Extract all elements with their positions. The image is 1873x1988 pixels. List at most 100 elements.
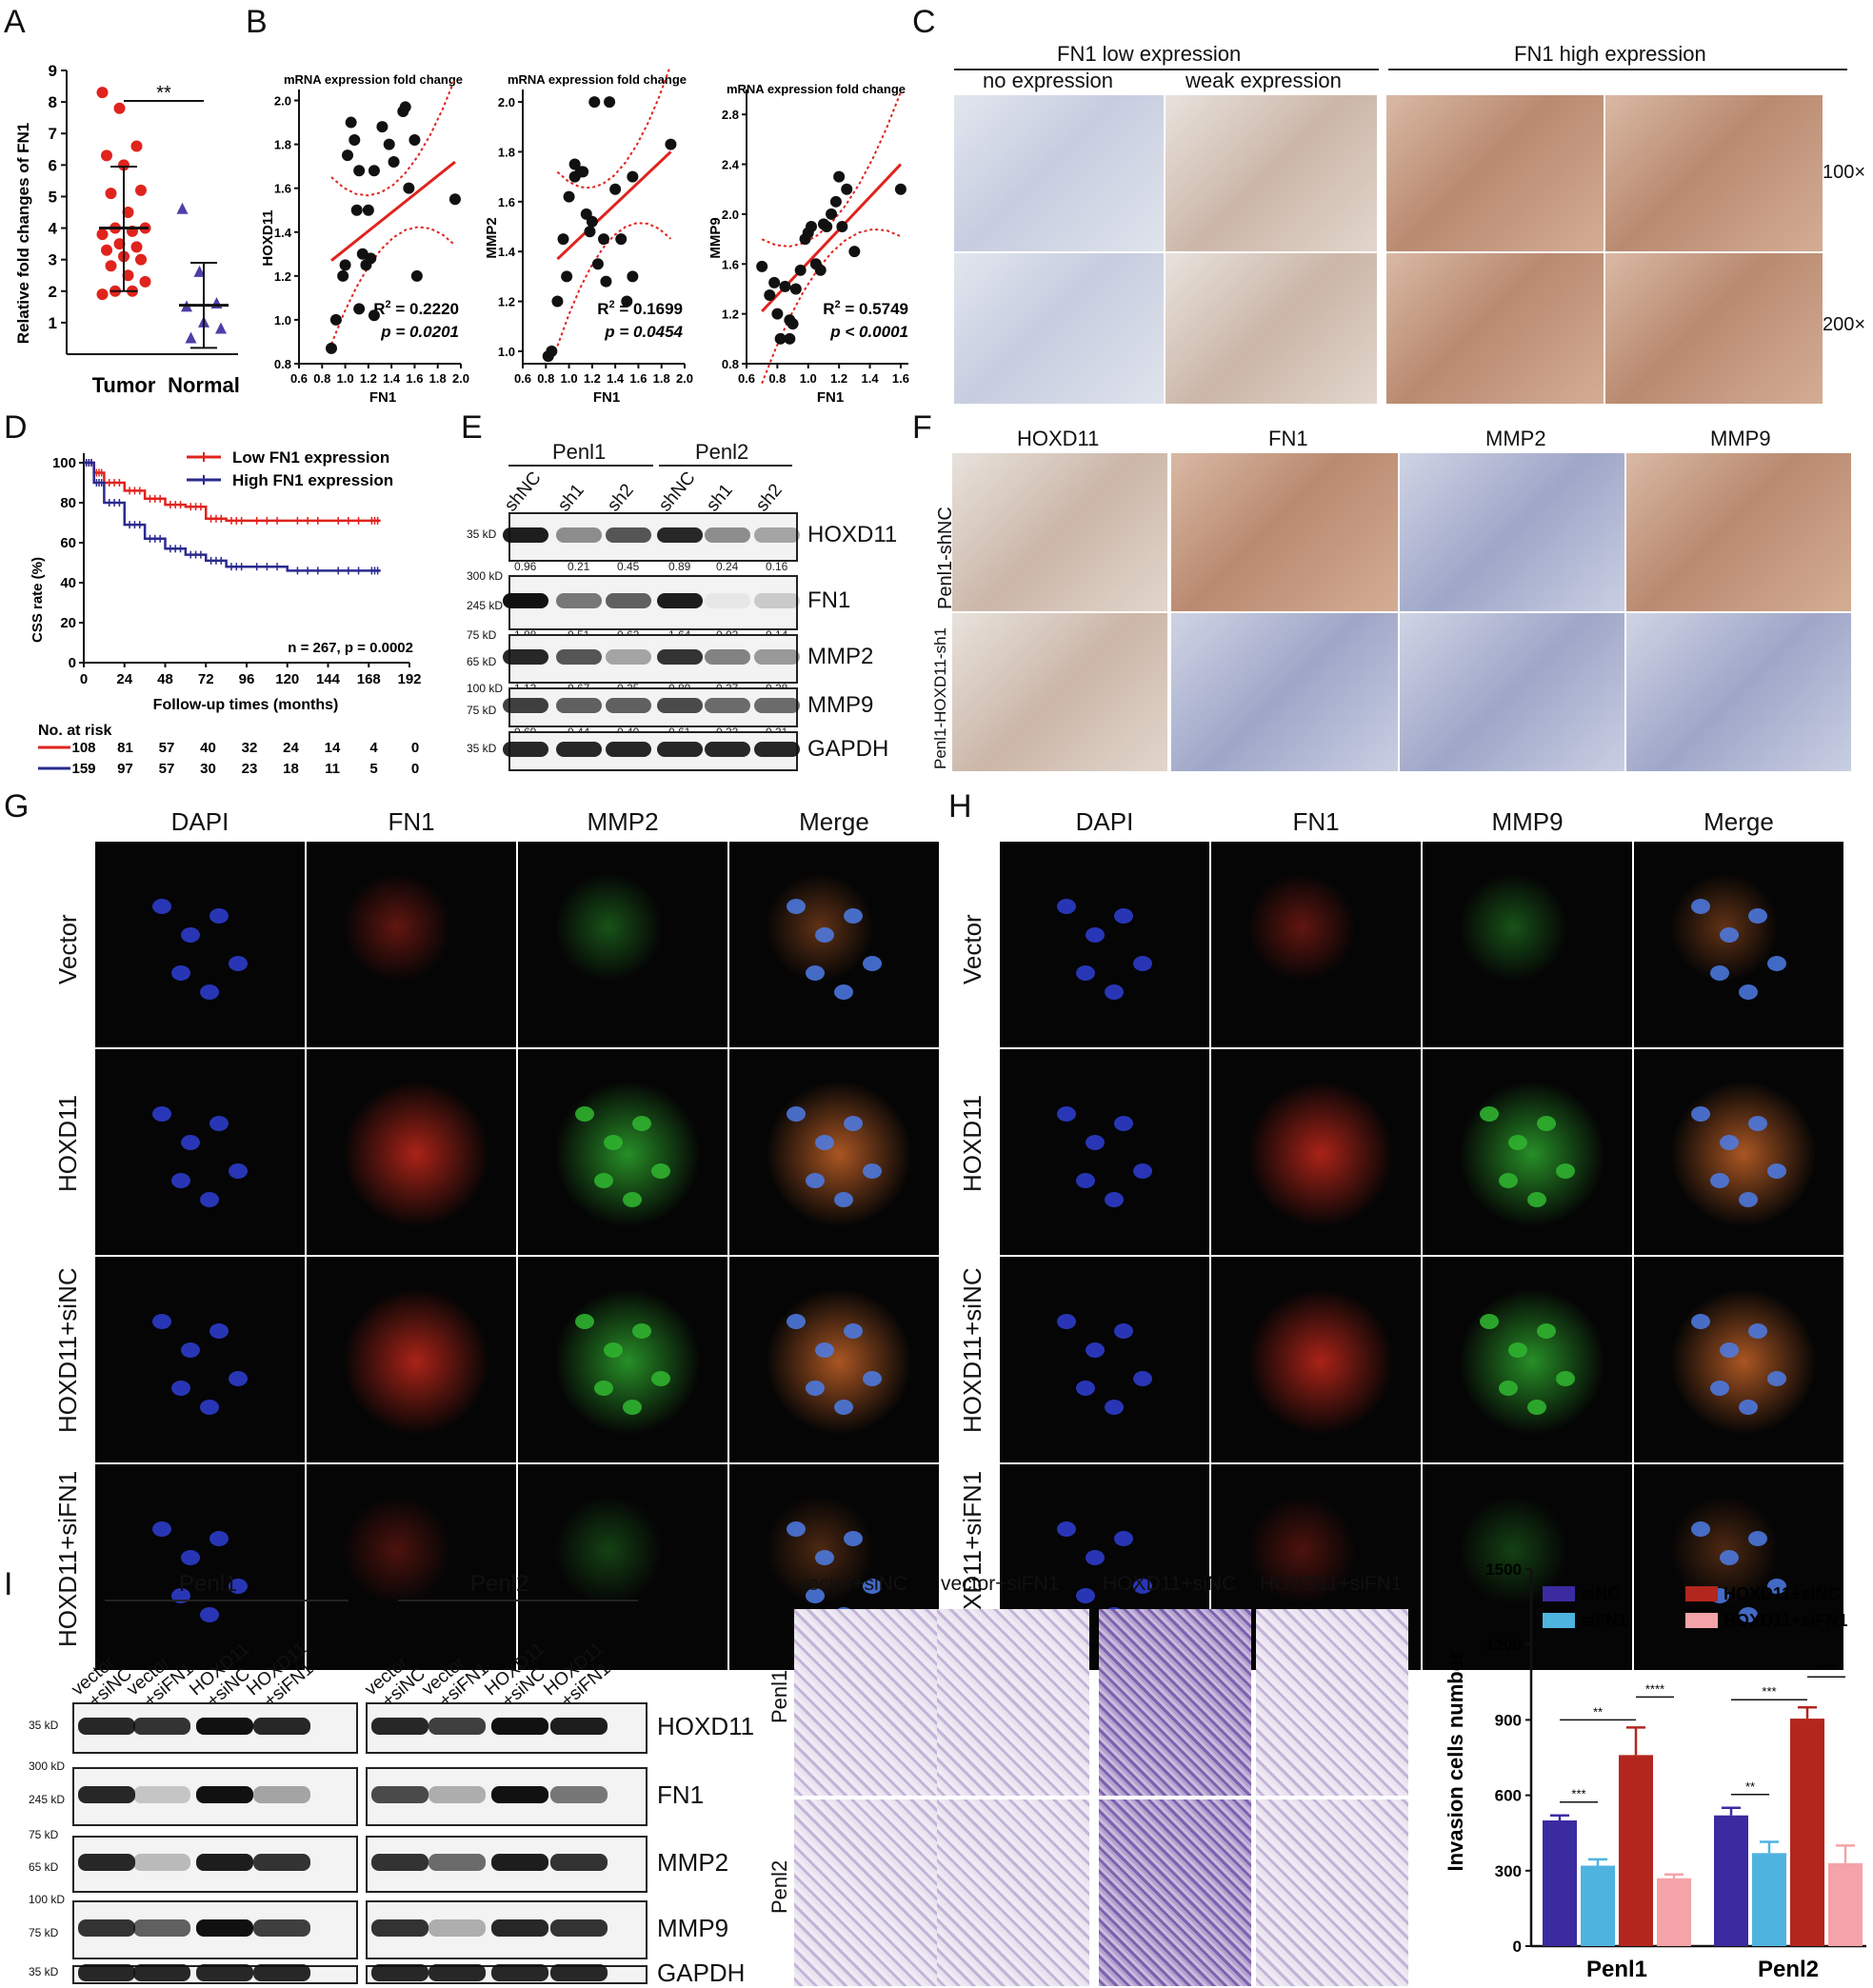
panel-i-band: [428, 1964, 486, 1981]
panel-g-nucleus: [152, 899, 171, 914]
panel-g-nucleus: [200, 984, 219, 1000]
panel-b-xtick-label: 1.0: [800, 371, 817, 386]
panel-d-risk-value: 30: [200, 761, 216, 777]
panel-h-nucleus: [1133, 1371, 1152, 1386]
panel-h-nucleus-signal: [1556, 1163, 1575, 1179]
panel-j-legend-swatch: [1685, 1586, 1718, 1601]
panel-h-img: [1634, 1049, 1843, 1255]
panel-c-sub-weak: weak expression: [1186, 69, 1342, 92]
panel-i-band: [550, 1964, 608, 1981]
panel-h-nucleus: [1720, 1550, 1739, 1565]
panel-a-point: [118, 159, 130, 171]
panel-a-point: [185, 331, 197, 344]
panel-h-nucleus: [1076, 1173, 1095, 1188]
panel-h-nucleus-signal: [1537, 1116, 1556, 1131]
panel-h-img: [1423, 842, 1632, 1047]
panel-g-nucleus: [787, 899, 806, 914]
panel-h-nucleus-signal: [1508, 1342, 1527, 1358]
panel-b-point: [353, 165, 366, 177]
panel-b-xtick-label: 0.6: [514, 371, 531, 386]
panel-b-point: [894, 183, 907, 195]
panel-d-xtick-label: 192: [397, 671, 421, 687]
panel-h-nucleus: [1057, 899, 1076, 914]
panel-c-group-low: FN1 low expression: [1057, 42, 1242, 66]
panel-i-band: [371, 1919, 428, 1937]
panel-g-img: [307, 1049, 516, 1255]
panel-e-band: [657, 698, 703, 713]
panel-b-point: [787, 318, 799, 330]
panel-a-ytick-label: 6: [49, 156, 57, 174]
panel-g-img: [729, 842, 939, 1047]
panel-b-ytick-label: 1.6: [722, 257, 739, 271]
panel-c-mag-100: 100×: [1823, 162, 1866, 183]
panel-h-nucleus: [1076, 1588, 1095, 1603]
panel-b-point: [591, 258, 604, 270]
panel-b-xtick-label: 1.6: [406, 371, 423, 386]
panel-j-col-label: HOXD11+siFN1: [1260, 1573, 1403, 1595]
panel-g-nucleus: [152, 1106, 171, 1122]
panel-h-nucleus-signal: [1556, 1371, 1575, 1386]
panel-j-sig-label: **: [1745, 1779, 1755, 1794]
panel-b-point: [546, 345, 558, 357]
panel-e-row-label: MMP2: [807, 644, 874, 669]
panel-b-xtick-label: 1.0: [337, 371, 354, 386]
panel-e-band: [705, 593, 750, 608]
panel-h-nucleus: [1710, 1173, 1729, 1188]
panel-e-group-1: Penl1: [552, 440, 607, 464]
panel-e-lane-label: sh1: [703, 480, 737, 516]
panel-h-nucleus: [1767, 1579, 1786, 1594]
panel-d-xtick-label: 168: [357, 671, 381, 687]
panel-h-nucleus: [1105, 1192, 1124, 1207]
panel-i-band: [550, 1786, 608, 1803]
panel-e-row-label: FN1: [807, 587, 851, 613]
panel-h-nucleus: [1114, 1531, 1133, 1546]
panel-e-band: [754, 593, 800, 608]
panel-j-legend-label: siNC: [1581, 1584, 1620, 1603]
panel-h-nucleus: [1739, 1192, 1758, 1207]
panel-b-point: [584, 226, 596, 238]
panel-a-point: [113, 238, 126, 250]
panel-j-img: [794, 1799, 946, 1986]
panel-d-xtick-label: 96: [239, 671, 255, 687]
panel-b-point: [784, 332, 796, 345]
panel-b-point: [609, 183, 622, 195]
panel-h-nucleus: [1739, 1607, 1758, 1622]
panel-j-col-label: HOXD11+siNC: [1103, 1573, 1237, 1595]
panel-e-kd-marker: 300 kD: [467, 569, 504, 583]
panel-e-lane-label: shNC: [501, 467, 546, 516]
panel-i-band: [78, 1964, 135, 1981]
panel-g-col-label: FN1: [388, 807, 435, 836]
panel-j-bar: [1752, 1853, 1786, 1946]
panel-g-img: [518, 1257, 727, 1462]
panel-b-ytick-label: 1.8: [498, 145, 515, 159]
panel-b-ytick-label: 1.2: [274, 269, 291, 284]
panel-b-point: [410, 269, 423, 282]
panel-g-col-label: MMP2: [587, 807, 659, 836]
panel-i-band: [196, 1718, 253, 1735]
panel-b3-r2: R2 = 0.5749: [823, 299, 908, 318]
panel-d-risk-value: 18: [283, 761, 299, 777]
panel-g-nucleus-signal: [651, 1371, 670, 1386]
panel-j-sig-label: **: [1593, 1704, 1603, 1719]
panel-e-band: [754, 698, 800, 713]
panel-b-point: [665, 138, 677, 150]
panel-g-nucleus-signal: [575, 1314, 594, 1329]
panel-d-risk-value: 57: [159, 761, 175, 777]
panel-i-row-label: MMP2: [657, 1848, 729, 1877]
panel-g-nucleus: [834, 1192, 853, 1207]
panel-i-band: [78, 1854, 135, 1871]
panel-b-point: [829, 195, 842, 208]
panel-b-point: [563, 190, 575, 203]
panel-g-row-label: HOXD11: [53, 1094, 82, 1192]
panel-i-band: [371, 1854, 428, 1871]
panel-a-point: [176, 202, 189, 214]
panel-c-img-high1-200: [1386, 253, 1604, 404]
panel-b-point: [383, 138, 395, 150]
panel-j-img: [1099, 1799, 1251, 1986]
panel-h-nucleus-signal: [1499, 1381, 1518, 1396]
panel-e-quant-value: 0.21: [568, 560, 590, 573]
panel-i-kd-marker: 75 kD: [29, 1926, 59, 1939]
panel-e-band: [556, 698, 602, 713]
panel-a-ytick-label: 2: [49, 283, 57, 301]
panel-d-chart: CSS rate (%) Follow-up times (months) n …: [30, 448, 422, 777]
